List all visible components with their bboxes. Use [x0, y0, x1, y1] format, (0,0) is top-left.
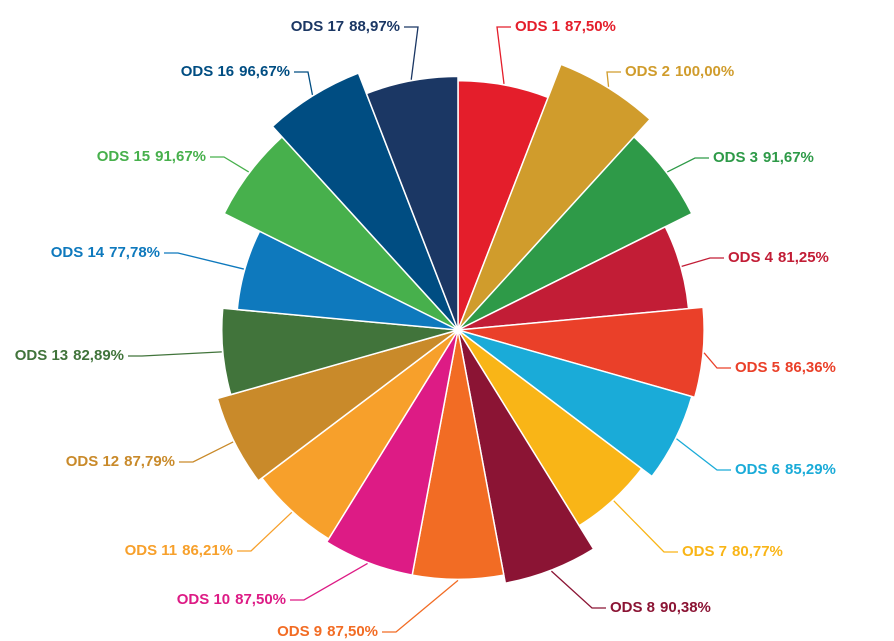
category-label: ODS 10 [177, 591, 230, 608]
data-label: ODS 8 90,38% [610, 599, 711, 616]
value-label: 81,25% [778, 249, 829, 266]
data-label: ODS 5 86,36% [735, 359, 836, 376]
sector [457, 329, 693, 478]
sector [365, 75, 459, 331]
value-label: 86,36% [785, 359, 836, 376]
data-label: ODS 17 88,97% [291, 18, 400, 35]
data-label: ODS 10 87,50% [177, 591, 286, 608]
leader-line [179, 441, 234, 463]
category-label: ODS 1 [515, 18, 560, 35]
value-label: 77,78% [109, 244, 160, 261]
sector [457, 63, 652, 331]
leader-line [210, 156, 250, 173]
leader-line [703, 352, 731, 369]
leader-line [382, 579, 459, 633]
value-label: 85,29% [785, 461, 836, 478]
sector [325, 329, 459, 577]
category-label: ODS 9 [277, 623, 322, 640]
leader-line [294, 71, 314, 96]
leader-line [164, 252, 244, 270]
value-label: 87,79% [124, 453, 175, 470]
category-label: ODS 4 [728, 249, 774, 266]
leader-line [666, 157, 709, 173]
leader-line [128, 351, 222, 357]
data-label: ODS 2 100,00% [625, 63, 734, 80]
value-label: 80,77% [732, 543, 783, 560]
value-label: 91,67% [155, 148, 206, 165]
category-label: ODS 11 [125, 542, 178, 559]
leader-line [404, 26, 419, 80]
value-label: 96,67% [239, 63, 290, 80]
value-label: 87,50% [235, 591, 286, 608]
category-label: ODS 6 [735, 461, 780, 478]
category-label: ODS 3 [713, 149, 758, 166]
value-label: 87,50% [565, 18, 616, 35]
leader-line [676, 438, 731, 471]
category-label: ODS 12 [66, 453, 119, 470]
sector [457, 329, 595, 585]
category-label: ODS 13 [15, 347, 68, 364]
leader-line [237, 511, 293, 552]
data-label: ODS 9 87,50% [277, 623, 378, 640]
sector [271, 72, 459, 331]
value-label: 87,50% [327, 623, 378, 640]
category-label: ODS 17 [291, 18, 344, 35]
data-label: ODS 14 77,78% [51, 244, 160, 261]
data-label: ODS 11 86,21% [125, 542, 233, 559]
leader-line [496, 26, 511, 84]
value-label: 82,89% [73, 347, 124, 364]
category-label: ODS 15 [97, 148, 150, 165]
category-label: ODS 2 [625, 63, 670, 80]
value-label: 88,97% [349, 18, 400, 35]
value-label: 91,67% [763, 149, 814, 166]
data-label: ODS 6 85,29% [735, 461, 836, 478]
category-label: ODS 8 [610, 599, 655, 616]
value-label: 86,21% [182, 542, 233, 559]
data-label: ODS 13 82,89% [15, 347, 124, 364]
sector [216, 329, 459, 482]
sector [457, 306, 705, 399]
leader-line [606, 71, 621, 87]
leader-line [681, 257, 724, 267]
data-label: ODS 4 81,25% [728, 249, 829, 266]
leader-line [613, 500, 678, 553]
category-label: ODS 14 [51, 244, 105, 261]
leader-line [290, 562, 368, 601]
data-label: ODS 12 87,79% [66, 453, 175, 470]
data-label: ODS 3 91,67% [713, 149, 814, 166]
leader-line [550, 570, 606, 609]
value-label: 90,38% [660, 599, 711, 616]
data-label: ODS 1 87,50% [515, 18, 616, 35]
data-label: ODS 7 80,77% [682, 543, 783, 560]
category-label: ODS 5 [735, 359, 780, 376]
data-label: ODS 15 91,67% [97, 148, 206, 165]
sector [457, 135, 693, 331]
value-label: 100,00% [675, 63, 734, 80]
data-label: ODS 16 96,67% [181, 63, 290, 80]
category-label: ODS 16 [181, 63, 234, 80]
sector [221, 307, 459, 396]
category-label: ODS 7 [682, 543, 727, 560]
